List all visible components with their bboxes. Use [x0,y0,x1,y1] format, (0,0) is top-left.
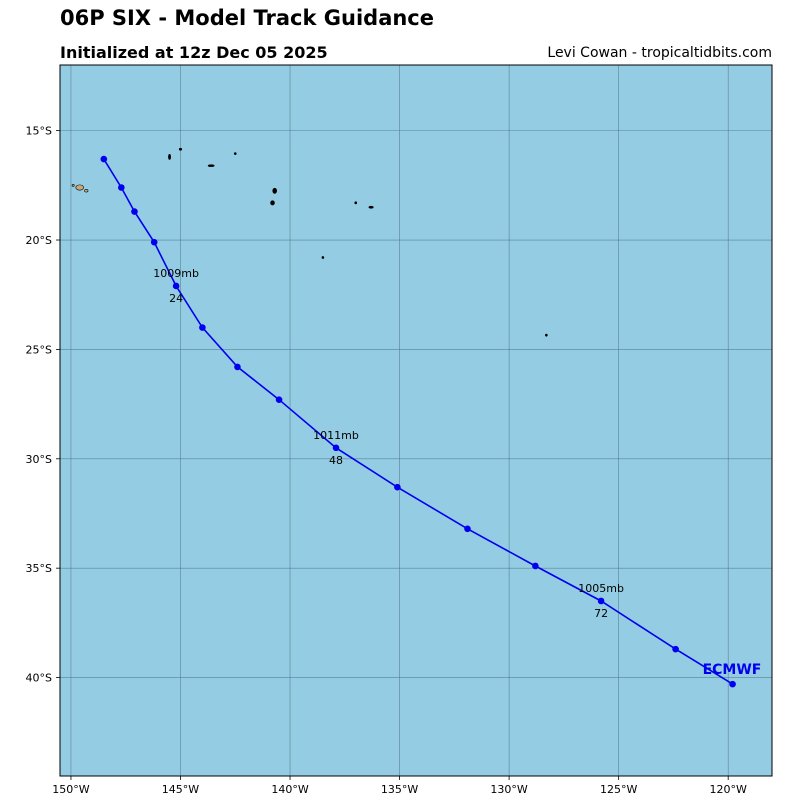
lon-tick-label: 125°W [600,783,637,796]
track-point [234,363,241,371]
island-shape [354,201,358,205]
pressure-label: 1005mb [578,582,624,595]
forecast-hour-label: 72 [594,607,608,620]
ocean-background [60,65,772,776]
credit-text: Levi Cowan - tropicaltidbits.com [547,45,772,61]
chart-title: 06P SIX - Model Track Guidance [60,6,435,30]
lon-tick-label: 120°W [709,783,746,796]
lat-tick-label: 30°S [26,453,52,466]
track-point [150,238,158,246]
track-point [100,155,108,163]
island-shape [545,333,548,337]
pressure-label: 1011mb [313,429,359,442]
lon-tick-label: 150°W [52,783,89,796]
forecast-hour-label: 48 [329,454,343,467]
island-shape [168,153,171,160]
track-point [275,396,283,404]
track-point [131,208,138,215]
lon-tick-label: 130°W [490,783,527,796]
track-point [199,324,206,331]
lat-tick-label: 35°S [26,562,52,575]
track-point [464,525,471,533]
track-point [118,184,125,191]
track-point [172,282,180,290]
island-shape [321,256,325,259]
island-shape [272,187,277,194]
island-shape [270,200,275,206]
lon-tick-label: 135°W [381,783,418,796]
lon-tick-label: 140°W [271,783,308,796]
forecast-hour-label: 24 [169,292,183,305]
track-point [729,680,736,688]
lat-tick-label: 25°S [26,343,52,356]
lat-tick-label: 40°S [26,672,52,685]
track-point [597,597,605,605]
island-shape [368,205,374,209]
track-point [394,483,401,491]
lat-tick-label: 20°S [26,234,52,247]
island-shape [71,184,75,187]
model-label-ecmwf: ECMWF [703,662,762,678]
plot-frame [59,64,773,777]
island-shape [207,164,215,167]
island-shape [233,152,237,155]
track-point [332,444,340,452]
lon-tick-label: 145°W [162,783,199,796]
island-shape [75,184,84,191]
lat-tick-label: 15°S [26,125,52,138]
pressure-label: 1009mb [153,267,199,280]
track-point [672,645,679,653]
init-time-subtitle: Initialized at 12z Dec 05 2025 [60,43,328,62]
island-shape [178,147,183,151]
island-shape [84,189,89,193]
track-point [532,562,539,570]
